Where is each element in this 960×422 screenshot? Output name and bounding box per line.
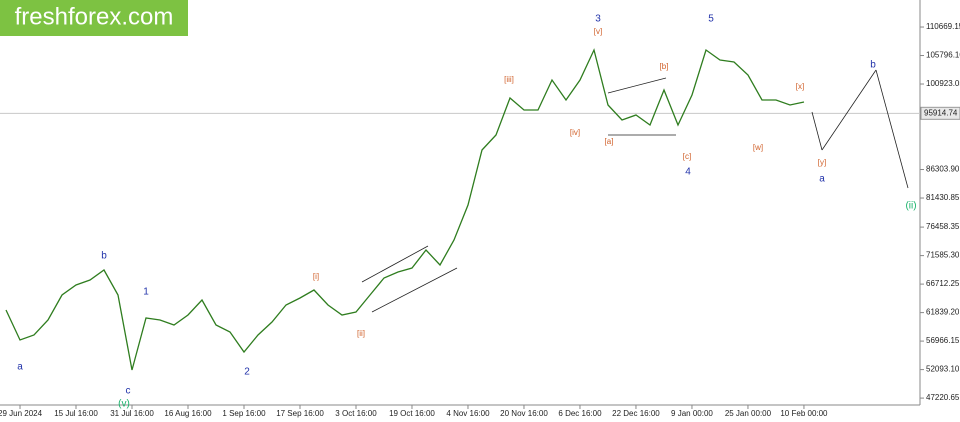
last-price-box	[920, 106, 960, 120]
pattern-line	[371, 267, 458, 313]
wave-label: a	[17, 362, 23, 373]
wave-label: [ii]	[357, 329, 365, 338]
x-tick-label: 25 Jan 00:00	[725, 409, 772, 418]
y-tick-label: 61839.20	[926, 308, 960, 317]
wave-label: c	[126, 386, 131, 397]
y-tick-label: 86303.90	[926, 165, 960, 174]
x-tick-label: 22 Dec 16:00	[612, 409, 660, 418]
wave-label: (ii)	[905, 201, 916, 212]
wave-label: b	[870, 60, 876, 71]
wave-label: [w]	[753, 143, 763, 152]
y-tick-label: 110669.15	[926, 22, 960, 31]
x-tick-label: 4 Nov 16:00	[446, 409, 490, 418]
pattern-line	[361, 245, 429, 283]
wave-label: [y]	[818, 158, 826, 167]
y-tick-label: 100923.05	[926, 79, 960, 88]
y-tick-label: 76458.35	[926, 222, 960, 231]
x-tick-label: 6 Dec 16:00	[558, 409, 602, 418]
x-tick-label: 20 Nov 16:00	[500, 409, 548, 418]
price-line	[5, 48, 805, 371]
wave-label: (v)	[118, 399, 130, 410]
wave-label: [b]	[660, 62, 669, 71]
x-tick-label: 10 Feb 00:00	[780, 409, 828, 418]
x-tick-label: 16 Aug 16:00	[164, 409, 212, 418]
x-tick-label: 9 Jan 00:00	[671, 409, 713, 418]
wave-label: 3	[595, 14, 601, 25]
y-tick-label: 66712.25	[926, 279, 960, 288]
wave-label: [i]	[313, 272, 319, 281]
wave-label: [iv]	[570, 128, 580, 137]
pattern-line	[875, 69, 909, 189]
x-tick-label: 3 Oct 16:00	[335, 409, 377, 418]
y-tick-label: 81430.85	[926, 193, 960, 202]
y-tick-label: 52093.10	[926, 365, 960, 374]
y-tick-label: 56966.15	[926, 336, 960, 345]
wave-label: 5	[708, 14, 714, 25]
pattern-line	[607, 77, 667, 94]
pattern-line	[811, 111, 823, 151]
x-tick-label: 15 Jul 16:00	[54, 409, 98, 418]
watermark: freshforex.com	[15, 3, 174, 30]
wave-label: a	[819, 174, 825, 185]
wave-label: 2	[244, 367, 250, 378]
watermark-box	[0, 0, 188, 36]
wave-label: b	[101, 251, 107, 262]
wave-label: [v]	[594, 27, 602, 36]
wave-label: [a]	[605, 137, 614, 146]
x-tick-label: 17 Sep 16:00	[276, 409, 324, 418]
x-tick-label: 19 Oct 16:00	[389, 409, 435, 418]
y-tick-label: 47220.65	[926, 393, 960, 402]
x-tick-label: 31 Jul 16:00	[110, 409, 154, 418]
last-price-label: 95914.74	[924, 108, 958, 117]
wave-label: [c]	[683, 152, 691, 161]
x-tick-label: 1 Sep 16:00	[222, 409, 266, 418]
wave-label: [x]	[796, 82, 804, 91]
wave-label: [iii]	[504, 75, 514, 84]
y-tick-label: 71585.30	[926, 251, 960, 260]
y-tick-label: 105796.10	[926, 51, 960, 60]
pattern-line	[821, 69, 877, 151]
wave-label: 1	[143, 287, 149, 298]
x-tick-label: 29 Jun 2024	[0, 409, 43, 418]
wave-label: 4	[685, 167, 691, 178]
